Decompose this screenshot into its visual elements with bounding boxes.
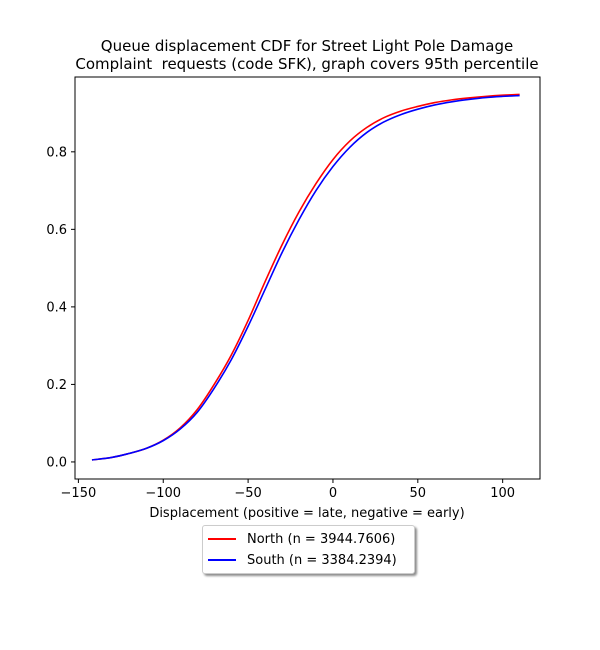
x-tick-label: −50 xyxy=(234,486,261,501)
legend-entry-north: North (n = 3944.7606) xyxy=(203,529,395,549)
x-tick-label: −150 xyxy=(61,486,97,501)
legend: North (n = 3944.7606) South (n = 3384.23… xyxy=(202,525,415,574)
x-axis-label: Displacement (positive = late, negative … xyxy=(149,506,465,521)
plot-area-frame xyxy=(74,76,541,480)
y-axis-ticks: 0.0 0.2 0.4 0.6 0.8 xyxy=(46,145,75,470)
y-tick-label: 0.4 xyxy=(46,300,67,315)
legend-entry-south: South (n = 3384.2394) xyxy=(203,550,397,570)
y-tick-label: 0.2 xyxy=(46,378,67,393)
x-tick-label: 0 xyxy=(329,486,337,501)
legend-label-north: North (n = 3944.7606) xyxy=(247,531,396,547)
x-tick-label: 100 xyxy=(490,486,515,501)
x-tick-label: 50 xyxy=(410,486,427,501)
series-lines xyxy=(91,93,520,461)
legend-swatch-south xyxy=(208,559,236,561)
x-tick-label: −100 xyxy=(145,486,181,501)
y-tick-label: 0.0 xyxy=(46,455,67,470)
series-line-north xyxy=(91,93,520,461)
y-tick-label: 0.6 xyxy=(46,223,67,238)
legend-label-south: South (n = 3384.2394) xyxy=(247,552,397,568)
y-tick-label: 0.8 xyxy=(46,145,67,160)
chart-title-line-2: Complaint requests (code SFK), graph cov… xyxy=(75,55,539,73)
x-axis-ticks: −150 −100 −50 0 50 100 xyxy=(61,479,515,501)
series-line-south xyxy=(91,94,520,461)
chart-title-line-1: Queue displacement CDF for Street Light … xyxy=(100,37,514,55)
legend-swatch-north xyxy=(208,538,236,540)
